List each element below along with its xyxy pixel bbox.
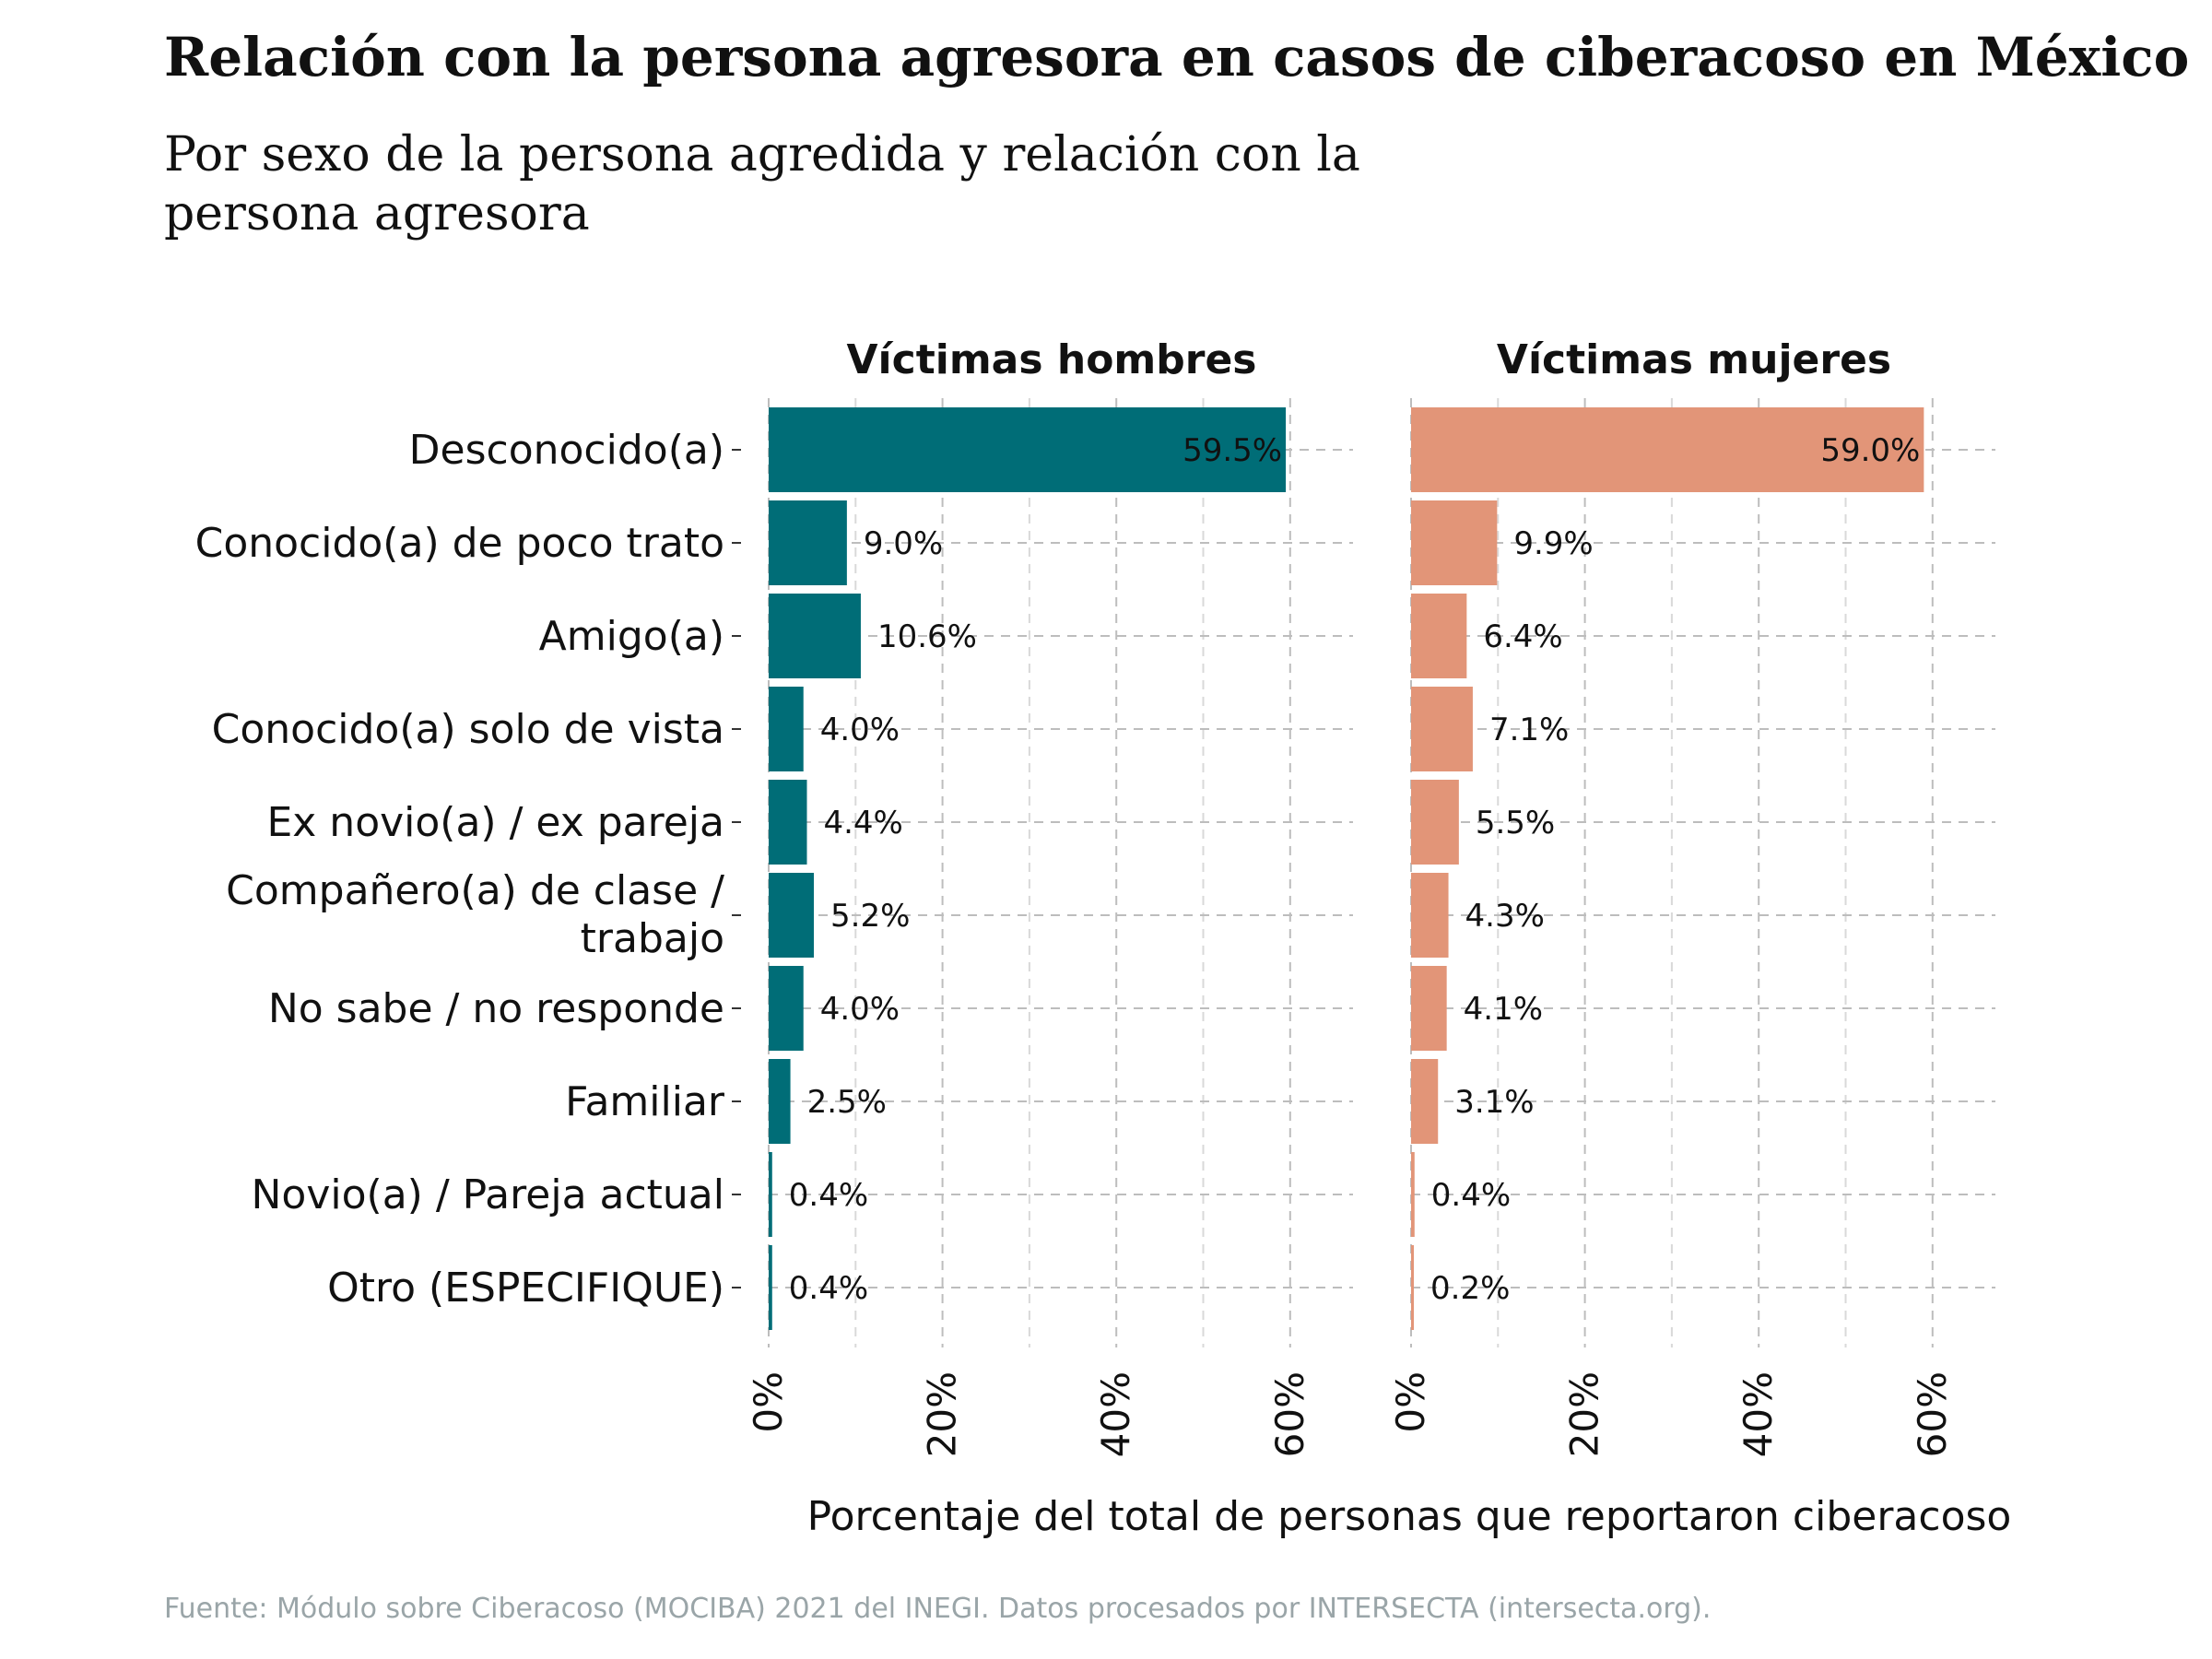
x-tick-label: 60% xyxy=(1910,1371,1955,1457)
bar xyxy=(1411,966,1447,1051)
chart-subtitle: Por sexo de la persona agredida y relaci… xyxy=(164,127,1360,241)
x-axis-label: Porcentaje del total de personas que rep… xyxy=(807,1493,2012,1540)
category-label: Ex novio(a) / ex pareja xyxy=(266,799,724,846)
data-label: 0.2% xyxy=(1430,1270,1510,1307)
bar xyxy=(1411,500,1498,585)
bar xyxy=(1411,1059,1439,1144)
bar xyxy=(769,407,1287,492)
category-label: Novio(a) / Pareja actual xyxy=(252,1171,724,1218)
bar xyxy=(1411,780,1459,865)
bar xyxy=(1411,594,1467,678)
bar xyxy=(1411,1245,1414,1330)
bar xyxy=(769,500,847,585)
bar xyxy=(1411,873,1449,958)
x-tick-label: 20% xyxy=(920,1371,965,1457)
data-label: 7.1% xyxy=(1489,712,1569,748)
category-label: Familiar xyxy=(565,1078,725,1125)
facet-title: Víctimas hombres xyxy=(846,336,1256,383)
category-label: Otro (ESPECIFIQUE) xyxy=(327,1265,724,1312)
data-label: 0.4% xyxy=(789,1177,868,1214)
bar xyxy=(769,1152,772,1237)
bar xyxy=(1411,407,1924,492)
data-label: 0.4% xyxy=(1431,1177,1511,1214)
data-label: 5.2% xyxy=(830,898,910,935)
bar xyxy=(1411,687,1473,771)
category-label: No sabe / no responde xyxy=(268,985,724,1032)
data-label: 4.4% xyxy=(823,805,902,841)
bar xyxy=(1411,1152,1415,1237)
data-label: 5.5% xyxy=(1476,805,1555,841)
category-label: Compañero(a) de clase / trabajo xyxy=(226,867,724,962)
bar xyxy=(769,873,815,958)
category-label: Conocido(a) solo de vista xyxy=(212,706,724,753)
chart-title: Relación con la persona agresora en caso… xyxy=(164,26,2190,88)
data-label: 4.3% xyxy=(1465,898,1545,935)
data-label: 4.1% xyxy=(1464,991,1543,1028)
facet-title: Víctimas mujeres xyxy=(1497,336,1891,383)
category-label: Conocido(a) de poco trato xyxy=(195,520,724,567)
data-label: 4.0% xyxy=(820,991,900,1028)
bar xyxy=(769,1245,772,1330)
data-label: 59.0% xyxy=(1820,432,1920,469)
bar xyxy=(769,1059,791,1144)
labels-layer: Víctimas hombres 0% 20% 40% 60% Víctimas muje… xyxy=(195,336,1955,1457)
data-label: 6.4% xyxy=(1483,618,1562,655)
source-caption: Fuente: Módulo sobre Ciberacoso (MOCIBA)… xyxy=(164,1593,1712,1625)
bar xyxy=(769,687,804,771)
data-label: 59.5% xyxy=(1182,432,1282,469)
data-label: 4.0% xyxy=(820,712,900,748)
grid-layer xyxy=(732,398,1995,1347)
bar xyxy=(769,780,807,865)
data-label: 0.4% xyxy=(789,1270,868,1307)
category-label: Desconocido(a) xyxy=(409,427,724,474)
x-tick-label: 40% xyxy=(1735,1371,1781,1457)
x-tick-label: 0% xyxy=(1388,1371,1433,1433)
x-tick-label: 20% xyxy=(1562,1371,1607,1457)
x-tick-label: 60% xyxy=(1267,1371,1312,1457)
data-label: 9.9% xyxy=(1513,525,1593,562)
x-tick-label: 0% xyxy=(746,1371,791,1433)
bar xyxy=(769,594,861,678)
data-label: 3.1% xyxy=(1454,1084,1534,1121)
x-tick-label: 40% xyxy=(1093,1371,1138,1457)
data-label: 9.0% xyxy=(864,525,943,562)
data-label: 2.5% xyxy=(807,1084,887,1121)
data-label: 10.6% xyxy=(877,618,977,655)
category-label: Amigo(a) xyxy=(539,613,724,660)
bars-layer xyxy=(769,407,1924,1330)
bar xyxy=(769,966,804,1051)
